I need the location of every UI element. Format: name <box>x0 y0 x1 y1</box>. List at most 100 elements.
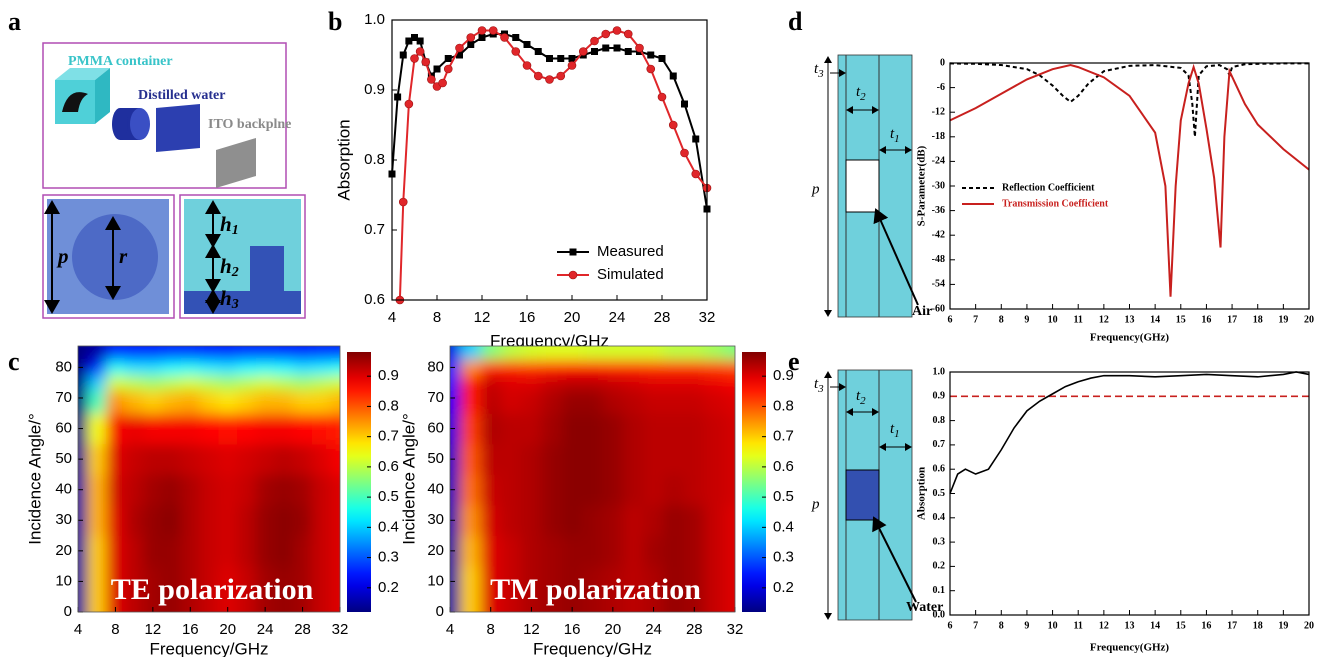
heat-cell <box>87 359 107 376</box>
subscript: 3 <box>817 383 824 395</box>
heat-cell <box>274 535 294 567</box>
heat-cell <box>561 390 583 414</box>
y-tick-label: 0.9 <box>933 391 946 402</box>
heat-cell <box>199 443 219 475</box>
panel-a-schematic: PMMA container Distilled water ITO backp… <box>42 42 306 319</box>
subscript: 2 <box>860 395 866 407</box>
heat-cell <box>704 390 726 414</box>
heat-cell <box>180 504 201 537</box>
colorbar-tick-label: 0.9 <box>773 367 794 384</box>
y-tick-label: -30 <box>932 180 945 191</box>
heat-cell <box>293 443 313 475</box>
heat-cell <box>180 596 201 612</box>
heat-cell <box>643 413 665 445</box>
heat-cell <box>460 443 482 475</box>
heat-cell <box>460 346 482 361</box>
cylinder-face <box>130 108 150 140</box>
symbol: h <box>220 286 232 310</box>
heat-cell <box>311 504 332 537</box>
colorbar-tick-label: 0.2 <box>378 579 399 596</box>
heat-cell <box>162 596 182 612</box>
heat-cell <box>684 346 705 361</box>
heat-cell <box>87 596 107 612</box>
x-tick-label: 13 <box>1125 314 1135 325</box>
x-tick-label: 4 <box>388 309 396 326</box>
heat-cell <box>237 535 257 567</box>
heat-cell <box>162 443 182 475</box>
heat-cell <box>582 443 604 475</box>
heat-cell <box>237 359 257 376</box>
heat-cell <box>330 375 340 391</box>
heat-cell <box>255 535 275 567</box>
marker <box>635 43 644 53</box>
dimension-label: t3 <box>814 61 824 79</box>
colorbar-tick-label: 0.5 <box>378 488 399 505</box>
heat-cell <box>704 566 726 598</box>
heat-cell <box>460 390 482 414</box>
axis-title: Incidence Angle/° <box>399 413 418 545</box>
marker <box>488 26 498 35</box>
marker <box>427 75 436 84</box>
marker <box>533 71 543 81</box>
heat-cell <box>450 535 461 567</box>
heat-cell <box>480 535 502 567</box>
y-tick-label: 0 <box>64 603 72 620</box>
panel-label: e <box>788 347 800 376</box>
heat-cell <box>704 535 726 567</box>
heat-cell <box>500 566 522 598</box>
heat-cell <box>684 474 705 506</box>
heat-cell <box>199 504 219 537</box>
subscript: 2 <box>231 265 239 280</box>
heat-cell <box>724 390 735 414</box>
heat-cell <box>255 346 275 361</box>
x-tick-label: 24 <box>609 309 626 326</box>
heat-cell <box>218 596 238 612</box>
y-tick-label: 0 <box>436 603 444 620</box>
heat-cell <box>311 390 332 414</box>
marker <box>534 48 542 55</box>
colorbar-tick-label: 0.2 <box>773 579 794 596</box>
heat-cell <box>500 346 522 361</box>
y-tick-label: 30 <box>427 511 444 528</box>
marker <box>456 51 463 59</box>
heat-cell <box>541 443 563 475</box>
marker <box>545 75 554 84</box>
heat-cell <box>480 413 502 445</box>
heat-cell <box>106 535 126 567</box>
heat-cell <box>218 375 238 391</box>
heat-cell <box>541 413 563 445</box>
heat-cell <box>663 535 685 567</box>
heat-cell <box>143 474 163 506</box>
chart: 4 8 12 16 20 24 28 32 0 10 20 30 40 50 60 70 80 Frequency… <box>399 345 794 657</box>
marker <box>421 57 431 67</box>
heat-cell <box>480 443 502 475</box>
x-tick-label: 6 <box>948 620 953 631</box>
x-tick-label: 12 <box>1099 620 1109 631</box>
heat-cell <box>521 390 543 414</box>
x-tick-label: 20 <box>1304 314 1314 325</box>
marker <box>623 29 633 39</box>
heat-cell <box>643 535 665 567</box>
heat-cell <box>124 413 144 445</box>
marker <box>467 41 475 48</box>
marker <box>410 54 419 63</box>
heat-cell <box>311 535 332 567</box>
y-tick-label: 0.5 <box>933 488 946 499</box>
axis-title: Frequency(GHz) <box>1090 642 1170 654</box>
colorbar-tick-label: 0.4 <box>378 518 399 535</box>
heat-cell <box>704 443 726 475</box>
annotation: TE polarization <box>111 573 314 606</box>
heat-cell <box>143 413 163 445</box>
y-tick-label: 80 <box>55 358 72 375</box>
x-tick-label: 16 <box>519 309 536 326</box>
heat-cell <box>643 443 665 475</box>
heat-cell <box>78 596 88 612</box>
y-tick-label: -18 <box>932 131 945 142</box>
heat-cell <box>237 390 257 414</box>
heat-cell <box>561 596 583 612</box>
marker <box>669 72 677 80</box>
annotation: TM polarization <box>490 573 701 606</box>
heat-cell <box>124 346 144 361</box>
x-tick-label: 18 <box>1253 620 1263 631</box>
label: ITO backplne <box>208 117 291 132</box>
